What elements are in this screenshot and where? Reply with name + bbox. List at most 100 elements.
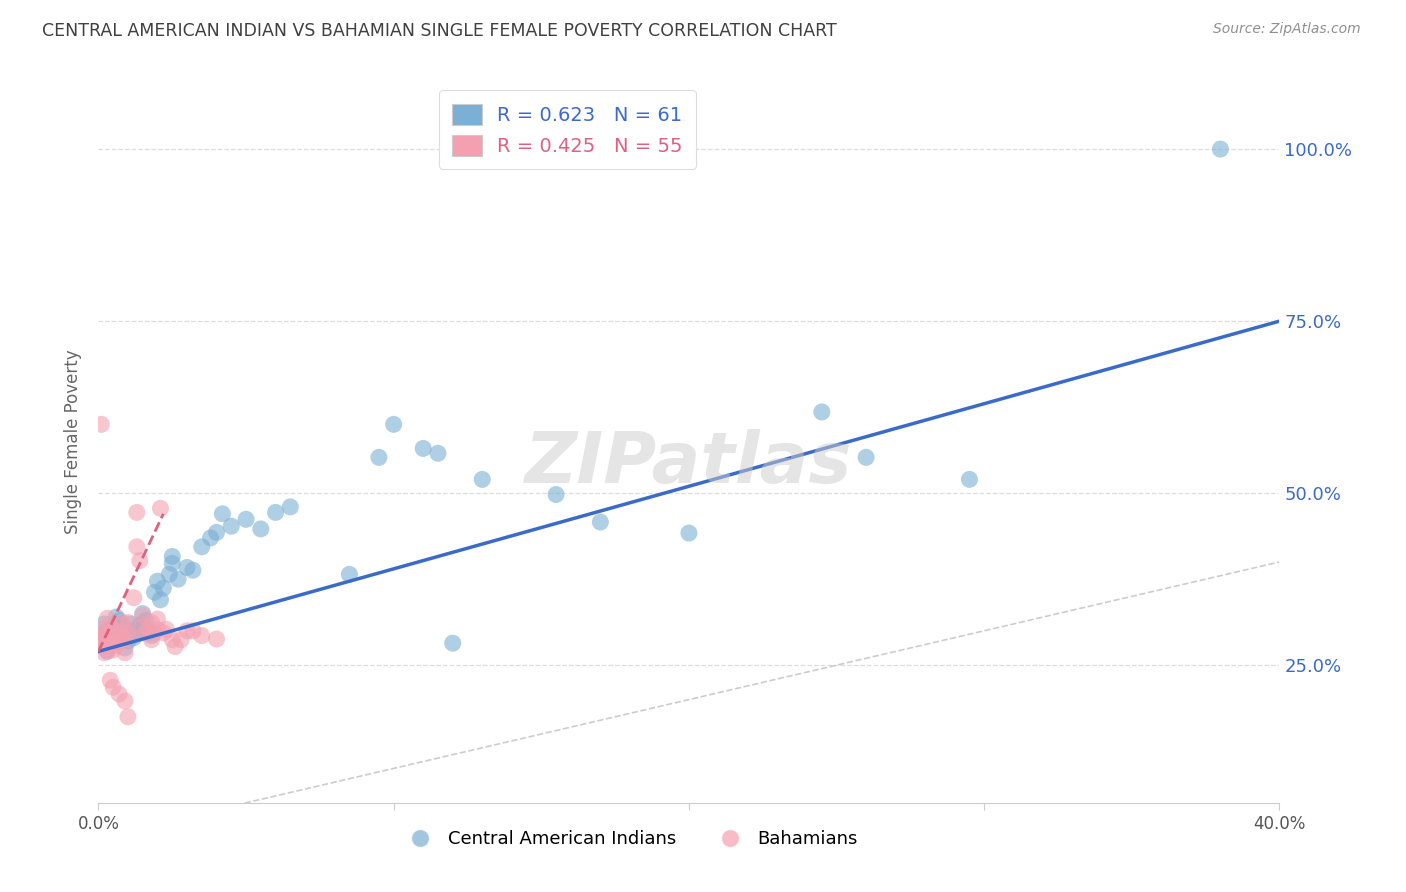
Point: [143, 625, 166, 640]
Point: [93, 638, 115, 652]
Legend: Central American Indians, Bahamians: Central American Indians, Bahamians: [395, 822, 865, 855]
Point: [98, 639, 121, 653]
Point: [117, 624, 139, 638]
Point: [146, 623, 169, 637]
Point: [108, 625, 131, 640]
Point: [368, 450, 391, 465]
Text: CENTRAL AMERICAN INDIAN VS BAHAMIAN SINGLE FEMALE POVERTY CORRELATION CHART: CENTRAL AMERICAN INDIAN VS BAHAMIAN SING…: [42, 22, 837, 40]
Point: [90, 623, 112, 637]
Point: [135, 614, 157, 628]
Point: [108, 614, 131, 628]
Point: [176, 624, 198, 638]
Point: [90, 417, 112, 432]
Point: [132, 608, 155, 623]
Point: [132, 619, 155, 633]
Point: [117, 615, 139, 630]
Point: [157, 567, 180, 582]
Point: [162, 549, 183, 564]
Point: [855, 450, 877, 465]
Point: [111, 627, 134, 641]
Point: [111, 615, 134, 630]
Point: [149, 501, 172, 516]
Point: [117, 625, 139, 640]
Point: [191, 629, 214, 643]
Point: [117, 710, 139, 724]
Point: [589, 515, 612, 529]
Point: [235, 512, 257, 526]
Point: [167, 572, 190, 586]
Point: [138, 625, 160, 640]
Point: [98, 618, 121, 632]
Point: [103, 643, 125, 657]
Point: [93, 646, 115, 660]
Point: [128, 618, 150, 632]
Point: [280, 500, 302, 514]
Point: [135, 625, 157, 640]
Point: [93, 616, 115, 631]
Y-axis label: Single Female Poverty: Single Female Poverty: [63, 350, 82, 533]
Point: [114, 631, 136, 645]
Point: [471, 472, 494, 486]
Point: [96, 632, 118, 646]
Text: Source: ZipAtlas.com: Source: ZipAtlas.com: [1213, 22, 1361, 37]
Point: [132, 620, 155, 634]
Point: [211, 507, 233, 521]
Point: [93, 626, 115, 640]
Point: [155, 623, 177, 637]
Point: [149, 592, 172, 607]
Point: [132, 607, 155, 621]
Point: [103, 680, 125, 694]
Point: [114, 640, 136, 655]
Point: [125, 540, 148, 554]
Point: [146, 612, 169, 626]
Point: [90, 639, 112, 653]
Point: [103, 620, 125, 634]
Point: [176, 560, 198, 574]
Point: [678, 526, 700, 541]
Point: [162, 557, 183, 571]
Point: [98, 673, 121, 688]
Point: [103, 634, 125, 648]
Point: [105, 610, 128, 624]
Point: [96, 624, 118, 638]
Point: [170, 632, 193, 647]
Point: [152, 625, 174, 640]
Point: [427, 446, 450, 460]
Point: [105, 639, 128, 653]
Point: [339, 567, 361, 582]
Point: [412, 442, 434, 456]
Point: [120, 616, 142, 631]
Point: [141, 615, 163, 630]
Point: [146, 574, 169, 589]
Point: [114, 646, 136, 660]
Point: [98, 638, 121, 652]
Point: [162, 632, 183, 647]
Point: [221, 519, 243, 533]
Point: [165, 640, 187, 654]
Point: [181, 563, 204, 577]
Point: [111, 620, 134, 634]
Point: [122, 591, 145, 605]
Point: [141, 632, 163, 647]
Point: [959, 472, 981, 486]
Point: [125, 624, 148, 638]
Point: [125, 505, 148, 519]
Point: [90, 629, 112, 643]
Point: [120, 629, 142, 643]
Point: [108, 635, 131, 649]
Point: [105, 629, 128, 643]
Point: [143, 585, 166, 599]
Point: [114, 694, 136, 708]
Point: [98, 627, 121, 641]
Point: [108, 687, 131, 701]
Point: [205, 632, 228, 646]
Point: [546, 487, 568, 501]
Point: [98, 625, 121, 640]
Point: [122, 631, 145, 645]
Point: [138, 623, 160, 637]
Point: [103, 623, 125, 637]
Point: [108, 631, 131, 645]
Point: [264, 505, 287, 519]
Point: [441, 636, 464, 650]
Point: [200, 531, 222, 545]
